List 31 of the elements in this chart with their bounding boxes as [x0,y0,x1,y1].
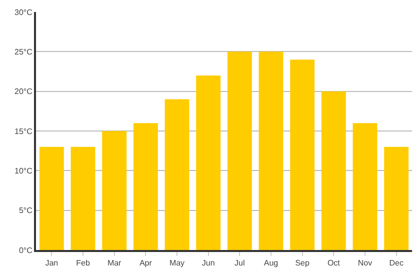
x-tick-label: Jan [45,258,58,268]
y-tick-label: 0°C [18,246,33,255]
bar [133,123,158,250]
x-tick-label: Jun [202,258,215,268]
y-tick-label: 25°C [14,47,33,56]
bar [227,52,252,250]
x-tick-label: Sep [295,258,310,268]
bar [290,60,315,250]
bar [258,52,284,250]
x-tick-label: Dec [389,258,404,268]
bar [352,123,378,250]
x-tick-label: Aug [264,258,278,268]
x-tick-label: Apr [139,258,152,268]
y-tick-label: 30°C [14,8,33,17]
bar [39,146,64,250]
y-tick-label: 10°C [14,166,33,176]
bar [164,99,190,250]
x-tick-label: Mar [107,258,122,268]
bar [102,131,127,250]
x-tick-label: Nov [358,258,372,268]
bar [70,146,96,250]
bar [384,146,409,250]
x-tick-label: May [169,258,185,268]
y-tick-label: 15°C [14,126,33,136]
x-tick-label: Feb [76,258,90,268]
bar [196,75,221,250]
y-tick-label: 20°C [14,87,33,96]
bar [321,91,346,250]
y-tick-label: 5°C [18,206,33,216]
x-tick-label: Oct [327,258,341,268]
x-tick-label: Jul [234,258,245,268]
